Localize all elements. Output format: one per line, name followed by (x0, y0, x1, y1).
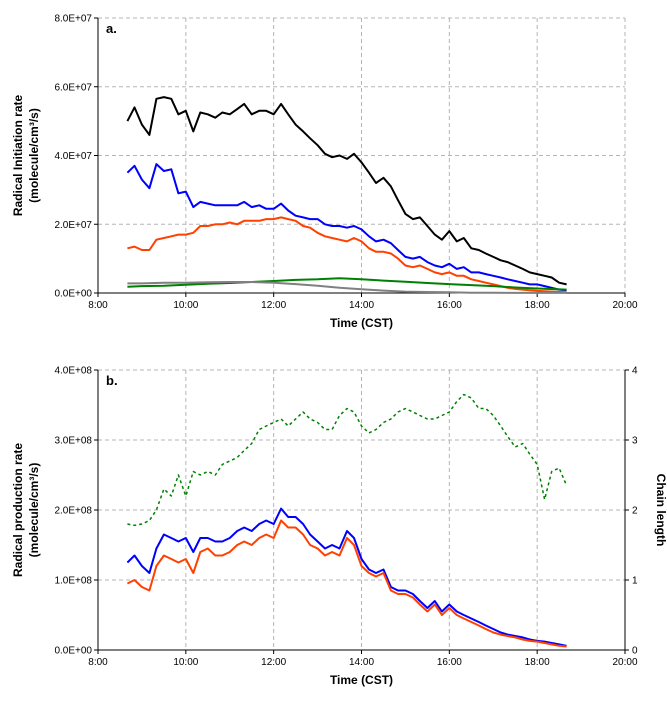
panel-label: a. (106, 21, 117, 36)
y2-tick-label: 4 (632, 366, 638, 377)
x-tick-label: 14:00 (349, 657, 374, 668)
panel-b-chart: 8:00 10:00 12:00 14:00 16:00 18:00 20:00 0.0E+0… (11, 366, 667, 688)
x-tick-label: 10:00 (173, 657, 198, 668)
series-line (127, 281, 567, 294)
y-tick-label: 0.0E+00 (54, 646, 92, 657)
x-tick-label: 8:00 (88, 300, 108, 311)
y-tick-label: 6.0E+07 (54, 82, 92, 93)
y2-axis-title: Chain length (654, 474, 667, 547)
y2-tick-label: 3 (632, 436, 638, 447)
series-line (127, 393, 568, 527)
series-line (126, 96, 567, 286)
y-tick-label: 3.0E+08 (54, 436, 92, 447)
x-tick-label: 18:00 (525, 657, 550, 668)
y2-tick-label: 2 (632, 506, 638, 517)
x-tick-label: 8:00 (88, 657, 108, 668)
y2-tick-label: 1 (632, 576, 638, 587)
y-axis-unit: (molecule/cm³/s) (27, 463, 41, 558)
x-tick-label: 14:00 (349, 300, 374, 311)
y-axis-title: Radical Initiation rate (11, 94, 25, 216)
panel-label: b. (106, 373, 118, 388)
x-tick-label: 18:00 (525, 300, 550, 311)
series-line (126, 519, 567, 648)
x-tick-label: 20:00 (612, 300, 637, 311)
y-axis-unit: (molecule/cm³/s) (27, 108, 41, 203)
x-axis-title: Time (CST) (330, 316, 393, 330)
x-tick-label: 12:00 (261, 657, 286, 668)
y2-tick-label: 0 (632, 646, 638, 657)
series-line (126, 507, 567, 647)
x-tick-label: 10:00 (173, 300, 198, 311)
x-tick-label: 16:00 (437, 657, 462, 668)
y-tick-label: 4.0E+08 (54, 366, 92, 377)
series-line (127, 277, 567, 291)
y-tick-label: 0.0E+00 (54, 289, 92, 300)
y-tick-label: 2.0E+08 (54, 506, 92, 517)
y-tick-label: 8.0E+07 (54, 14, 92, 25)
panel-a-chart: 8:00 10:00 12:00 14:00 16:00 18:00 20:00 0.0E+0… (11, 14, 638, 331)
y-tick-label: 4.0E+07 (54, 151, 92, 162)
x-tick-label: 12:00 (261, 300, 286, 311)
x-axis-title: Time (CST) (330, 673, 393, 687)
y-tick-label: 2.0E+07 (54, 220, 92, 231)
y-axis-title: Radical production rate (11, 443, 25, 577)
series-line (127, 216, 567, 294)
series-line (126, 163, 567, 292)
x-tick-label: 20:00 (612, 657, 637, 668)
x-tick-label: 16:00 (437, 300, 462, 311)
y-tick-label: 1.0E+08 (54, 576, 92, 587)
